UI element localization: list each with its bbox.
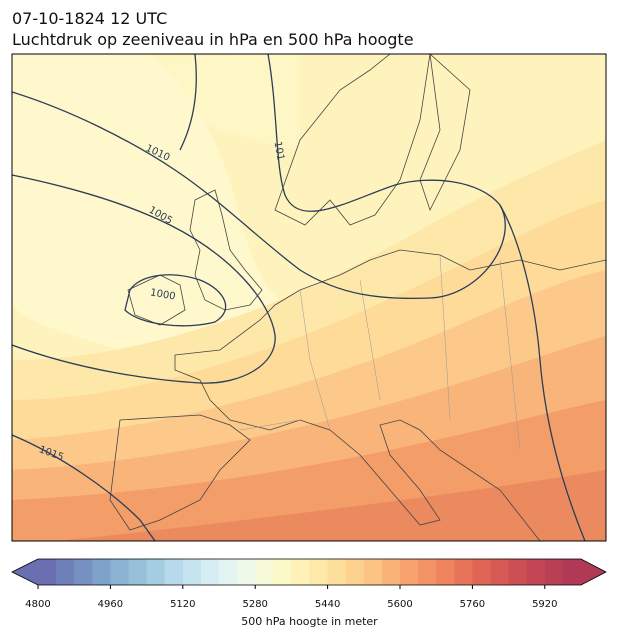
- colorbar-swatch: [436, 559, 455, 585]
- height-band: [60, 470, 606, 541]
- colorbar-swatch: [363, 559, 383, 585]
- colorbar-swatch: [182, 559, 202, 585]
- border: [239, 254, 521, 451]
- colorbar-swatch: [38, 559, 57, 585]
- colorbar-extend: [12, 559, 38, 585]
- coastline: [174, 249, 606, 541]
- colorbar-swatch: [454, 559, 473, 585]
- colorbar-swatch: [418, 559, 437, 585]
- coastline: [109, 414, 251, 531]
- colorbar-extend: [581, 559, 606, 585]
- colorbar-tick-label: 5440: [315, 599, 340, 610]
- colorbar-swatch: [92, 559, 111, 585]
- isobar: [12, 434, 156, 541]
- map-frame: [11, 53, 607, 542]
- colorbar-label: 500 hPa hoogte in meter: [241, 615, 378, 628]
- colorbar-swatch: [327, 559, 347, 585]
- title: 07-10-1824 12 UTC: [12, 9, 167, 28]
- colorbar-swatch: [400, 559, 419, 585]
- colorbar-swatch: [490, 559, 510, 585]
- colorbar-swatch: [381, 559, 401, 585]
- isobar: [12, 54, 506, 300]
- colorbar-swatch: [110, 559, 129, 585]
- colorbar-swatch: [273, 559, 292, 585]
- isobar: [12, 54, 276, 384]
- colorbar-tick-label: 4960: [98, 599, 123, 610]
- colorbar-swatch: [219, 559, 238, 585]
- isobar-label: 101: [272, 141, 286, 162]
- colorbar-swatch: [472, 559, 491, 585]
- isobar-label: 1000: [149, 287, 176, 302]
- colorbar-tick-label: 4800: [25, 599, 50, 610]
- isobar: [499, 204, 586, 541]
- coastline: [274, 54, 431, 226]
- colorbar-swatch: [291, 559, 310, 585]
- colorbar-swatch: [255, 559, 274, 585]
- isobar: [124, 274, 227, 327]
- colorbar-swatch: [508, 559, 528, 585]
- coastline: [189, 189, 263, 311]
- colorbar-swatch: [56, 559, 75, 585]
- colorbar-swatch: [128, 559, 148, 585]
- colorbar-tick-label: 5760: [460, 599, 485, 610]
- colorbar-swatch: [544, 559, 564, 585]
- colorbar-swatch: [309, 559, 329, 585]
- coastline: [419, 54, 471, 212]
- colorbar-outline: [11, 558, 607, 586]
- colorbar-swatch: [164, 559, 184, 585]
- colorbar-swatch: [146, 559, 166, 585]
- colorbar-swatch: [74, 559, 93, 585]
- colorbar-swatch: [526, 559, 546, 585]
- subtitle: Luchtdruk op zeeniveau in hPa en 500 hPa…: [12, 30, 414, 49]
- colorbar-swatch: [200, 559, 220, 585]
- colorbar-tick-label: 5120: [170, 599, 195, 610]
- colorbar-swatch: [345, 559, 365, 585]
- colorbar-tick-label: 5600: [387, 599, 412, 610]
- colorbar-swatch: [562, 559, 582, 585]
- colorbar-tick-label: 5920: [532, 599, 557, 610]
- map: 1010 1005 1000 1015 101: [12, 54, 606, 541]
- colorbar-tick-label: 5280: [242, 599, 267, 610]
- colorbar-swatch: [237, 559, 256, 585]
